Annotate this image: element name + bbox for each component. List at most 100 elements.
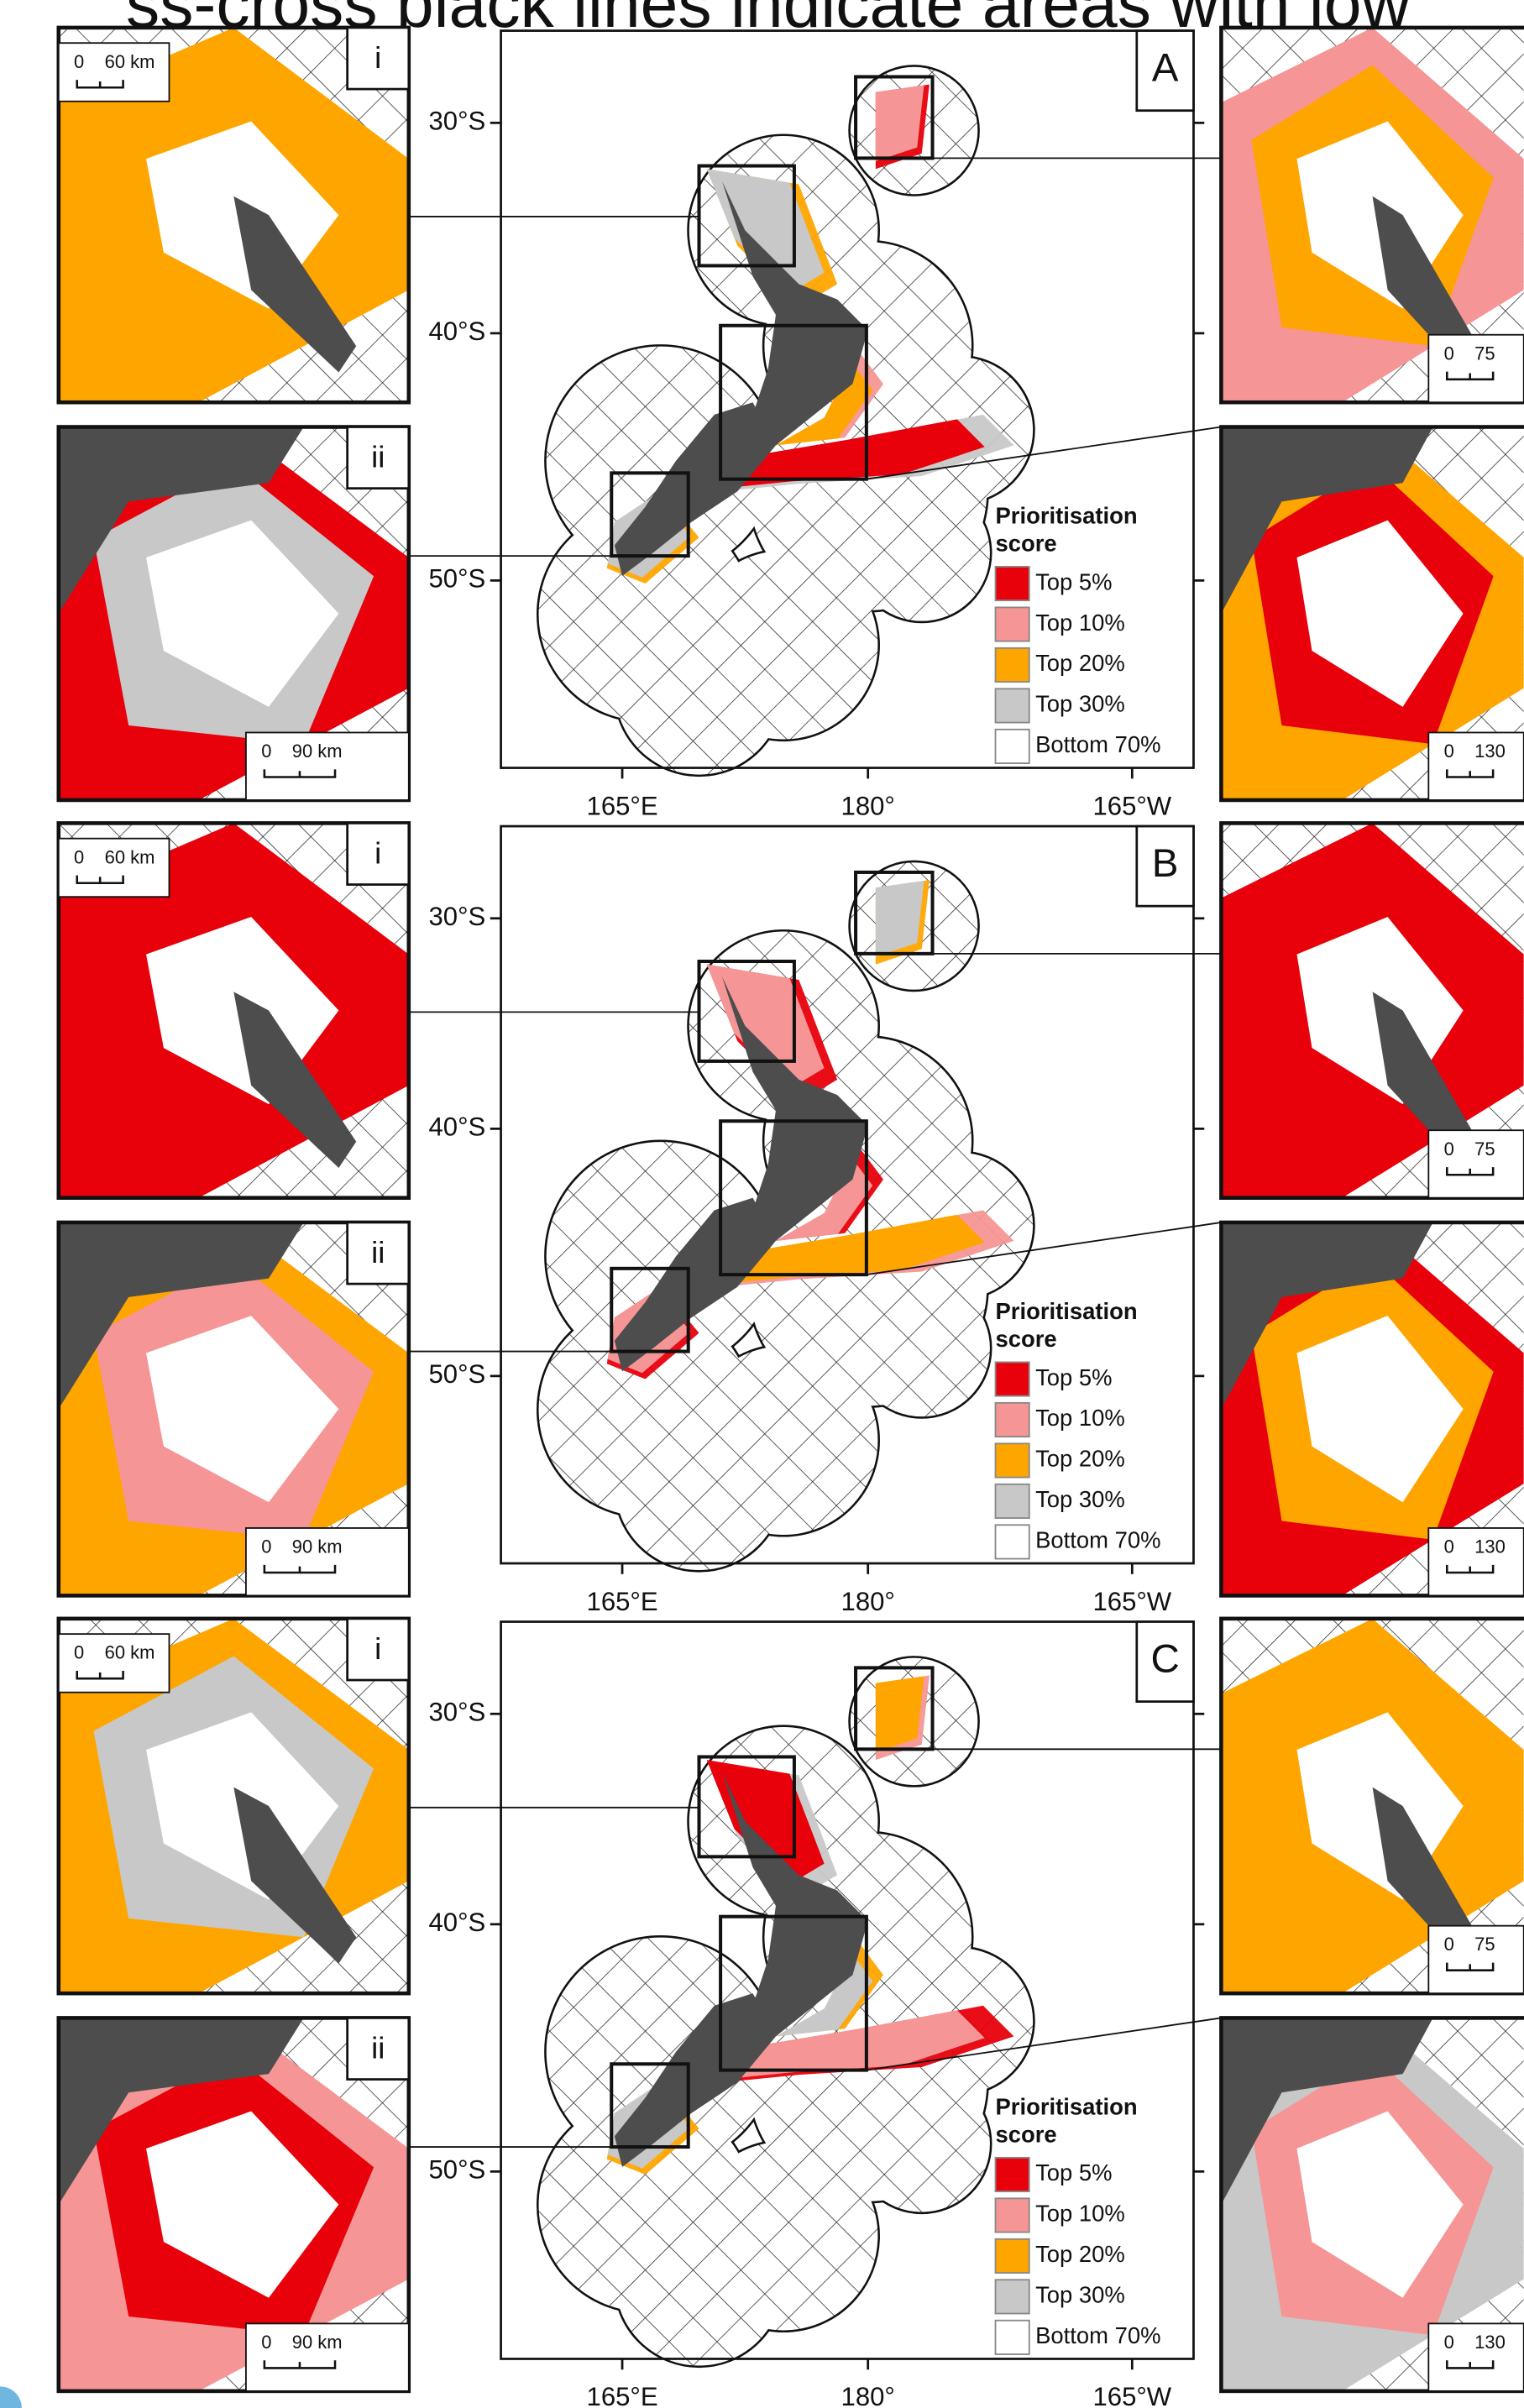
inset-label: i <box>374 1631 381 1666</box>
inset-locator <box>719 1914 868 2072</box>
eez-area <box>853 1280 990 1417</box>
priority-core <box>721 2010 985 2080</box>
eez-area <box>853 484 990 621</box>
legend-swatch <box>994 728 1030 764</box>
scale-label: 0 <box>74 1642 84 1663</box>
inset-label-box <box>346 426 411 490</box>
inset-frame <box>56 821 411 1200</box>
priority-core <box>875 85 924 162</box>
scale-label: 75 <box>1474 1139 1495 1160</box>
scale-box <box>57 837 170 898</box>
scale-label: 0 <box>261 741 271 762</box>
land <box>1372 1787 1479 1964</box>
eez-outline <box>848 65 980 196</box>
legend-label: Top 30% <box>1035 1486 1125 1512</box>
scale-label: 0 <box>1444 1536 1454 1557</box>
legend-label: Top 10% <box>1035 610 1125 636</box>
inset-frame <box>56 1220 411 1598</box>
lon-label: 180° <box>841 791 895 820</box>
scale-box <box>1427 2322 1524 2392</box>
scale-label: 75 <box>1474 1934 1495 1955</box>
panel-label: B <box>1152 841 1179 886</box>
inset-frame <box>56 2016 411 2394</box>
scale-label: 90 km <box>292 741 343 762</box>
scale-bar <box>76 80 124 89</box>
inset-frame <box>56 25 411 405</box>
panel-label-box <box>1135 29 1195 113</box>
lat-label: 30°S <box>429 902 486 931</box>
scale-box <box>245 1527 410 1597</box>
inset <box>1221 27 1524 403</box>
inset-label: ii <box>371 440 385 474</box>
land <box>1372 992 1479 1168</box>
scale-label: 60 km <box>105 846 155 867</box>
scale-label: 0 <box>1444 741 1454 762</box>
low-zone <box>146 1316 339 1503</box>
low-zone <box>1296 1316 1464 1503</box>
inset-locator <box>854 1666 935 1751</box>
legend-title: score <box>996 2122 1057 2148</box>
scale-label: 0 <box>1444 1139 1454 1160</box>
legend-title: Prioritisation <box>996 2094 1138 2120</box>
lon-label: 165°W <box>1092 1587 1171 1616</box>
legend-label: Top 10% <box>1035 1405 1125 1431</box>
scale-label: 0 <box>1444 1934 1454 1955</box>
scale-bar <box>1445 1167 1495 1176</box>
inset-label-box <box>346 822 411 886</box>
low-zone <box>1296 520 1464 707</box>
scale-bar <box>1445 371 1495 381</box>
inset <box>58 427 409 800</box>
legend-label: Top 30% <box>1035 2282 1125 2308</box>
land <box>1221 427 1433 614</box>
inset-locator <box>610 1266 690 1353</box>
legend-label: Top 20% <box>1035 650 1125 676</box>
inset-locator <box>719 1119 868 1277</box>
panel-label-box <box>1135 1620 1195 1703</box>
land <box>1221 2018 1433 2205</box>
land <box>58 2018 304 2205</box>
land <box>233 1787 357 1964</box>
eez-outline <box>848 860 980 992</box>
lon-label: 165°E <box>587 2382 658 2408</box>
legend-title: Prioritisation <box>996 503 1138 529</box>
legend-swatch <box>994 2156 1030 2193</box>
inset <box>1221 427 1524 800</box>
land <box>233 196 357 373</box>
inset-label: i <box>374 40 381 75</box>
lat-label: 40°S <box>429 317 486 346</box>
inset-frame <box>1219 425 1524 803</box>
legend-swatch <box>994 2279 1030 2315</box>
priority-core <box>721 1214 985 1285</box>
scale-label: 130 <box>1474 2332 1506 2353</box>
inset-frame <box>56 1616 411 1996</box>
legend-swatch <box>994 1401 1030 1438</box>
lat-label: 50°S <box>429 1359 486 1389</box>
scale-label: 130 <box>1474 741 1506 762</box>
legend-swatch <box>994 2197 1030 2233</box>
scale-box <box>1427 1924 1524 1995</box>
panel-label-box <box>1135 824 1195 908</box>
eez-outline <box>848 1656 980 1788</box>
inset-locator <box>610 471 690 558</box>
legend-label: Top 30% <box>1035 691 1125 717</box>
inset-label: i <box>374 835 381 870</box>
land <box>721 1772 868 2037</box>
inset-label-box <box>346 1617 411 1682</box>
inset-label-box <box>346 1221 411 1285</box>
panel: A 30°S 40°S 50°S 165°E 180° 165°W Prioritisatio… <box>56 25 1524 820</box>
scale-label: 90 km <box>292 1536 343 1557</box>
legend-label: Top 5% <box>1035 568 1112 594</box>
legend-label: Top 20% <box>1035 1446 1125 1472</box>
legend-title: score <box>996 1326 1057 1352</box>
land <box>721 181 868 446</box>
inset-label-box <box>346 2017 411 2081</box>
scale-box <box>245 731 410 801</box>
scale-label: 0 <box>261 2332 271 2353</box>
land <box>1221 1222 1433 1410</box>
scale-label: 0 <box>261 1536 271 1557</box>
scale-label: 130 <box>1474 1536 1506 1557</box>
lon-label: 180° <box>841 2382 895 2408</box>
scale-box <box>57 1633 170 1693</box>
